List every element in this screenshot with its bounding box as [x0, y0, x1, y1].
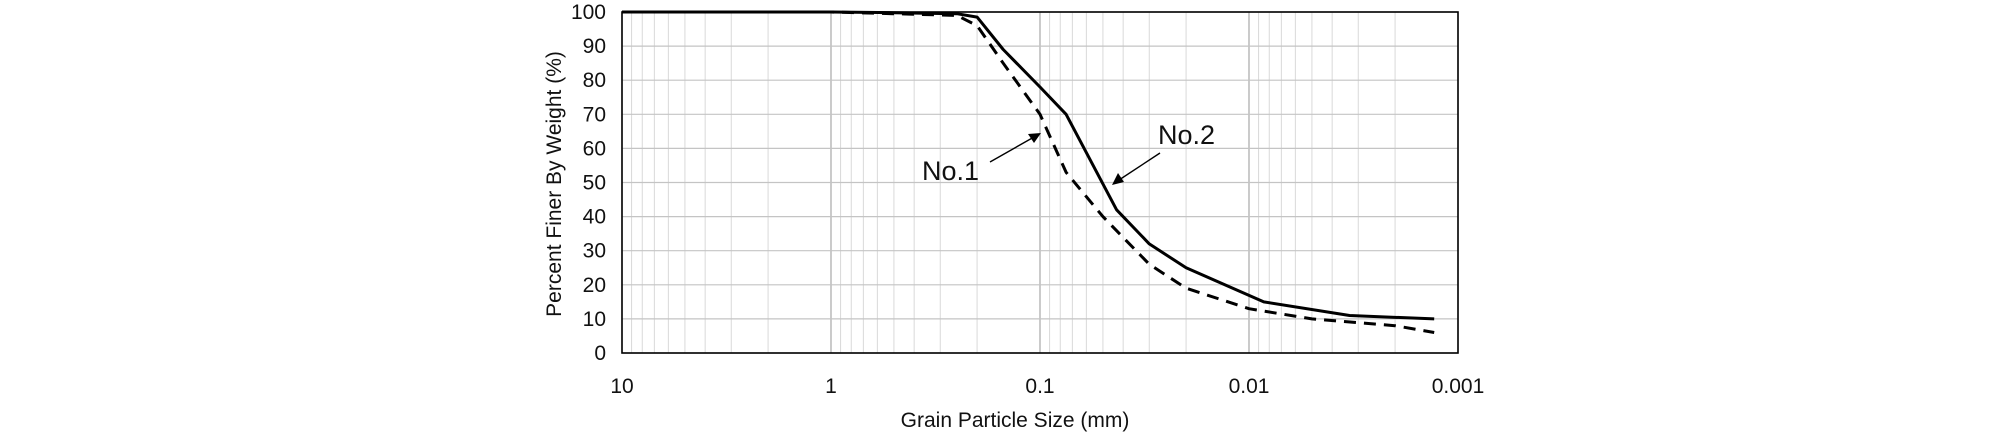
x-tick-label: 0.001 — [1432, 375, 1485, 398]
x-tick-label: 10 — [610, 375, 633, 398]
series-line-no2 — [622, 10, 1435, 321]
y-tick-label: 40 — [583, 206, 606, 229]
annotation-no2-arrow-line — [1118, 152, 1161, 181]
y-tick-label: 50 — [583, 172, 606, 195]
x-tick-label: 1 — [825, 375, 837, 398]
y-tick-label: 90 — [583, 35, 606, 58]
annotation-no2-label: No.2 — [1158, 120, 1215, 150]
y-tick-label: 0 — [594, 342, 606, 365]
y-tick-label: 20 — [583, 274, 606, 297]
y-tick-label: 60 — [583, 137, 606, 160]
annotation-no1-arrowhead — [1028, 133, 1041, 143]
y-tick-label: 30 — [583, 240, 606, 263]
y-tick-label: 80 — [583, 69, 606, 92]
x-axis-tick-labels: 10 1 0.1 0.01 0.001 — [610, 375, 1484, 398]
x-tick-label: 0.01 — [1229, 375, 1270, 398]
series-layer — [622, 10, 1435, 334]
y-tick-label: 70 — [583, 103, 606, 126]
grid — [621, 11, 1459, 354]
annotations: No.1 No.2 — [922, 120, 1215, 186]
x-tick-label: 0.1 — [1025, 375, 1054, 398]
annotation-no2-arrowhead — [1112, 173, 1124, 185]
y-tick-label: 100 — [571, 1, 606, 24]
annotation-no1-arrow-line — [989, 136, 1035, 163]
x-axis-title: Grain Particle Size (mm) — [901, 409, 1130, 432]
y-tick-label: 10 — [583, 308, 606, 331]
annotation-no1-label: No.1 — [922, 156, 979, 186]
plot-area-frame — [621, 11, 1459, 354]
y-axis-title: Percent Finer By Weight (%) — [543, 51, 566, 317]
y-axis-tick-labels: 0 10 20 30 40 50 60 70 80 90 100 — [571, 1, 606, 365]
